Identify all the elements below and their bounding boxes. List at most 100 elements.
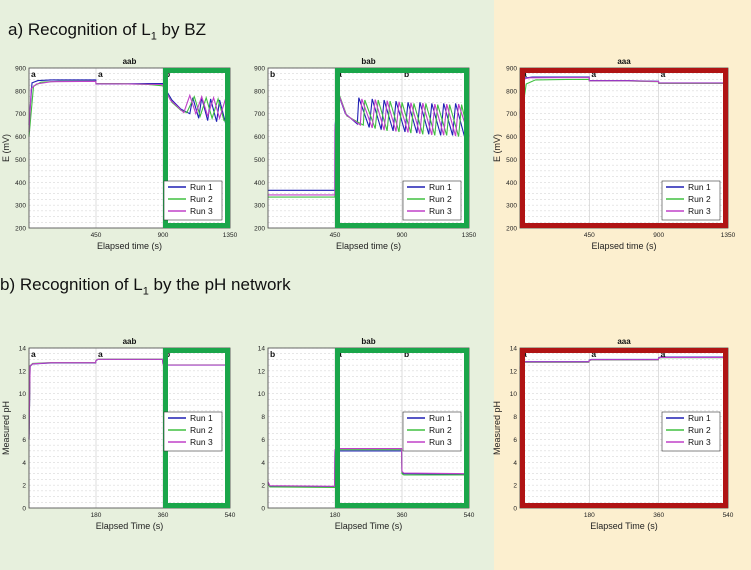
section-a-title-text: a) Recognition of L <box>8 20 151 39</box>
legend-entry: Run 1 <box>688 182 711 192</box>
legend-box <box>402 411 462 452</box>
x-tick-label: 540 <box>464 512 475 519</box>
y-tick-label: 700 <box>15 111 26 118</box>
x-tick-label: 1350 <box>721 232 736 239</box>
x-tick-label: 180 <box>584 512 595 519</box>
phase-label: b <box>404 349 409 359</box>
x-tick-label: 900 <box>397 232 408 239</box>
y-tick-label: 200 <box>15 226 26 233</box>
y-tick-label: 900 <box>15 66 26 73</box>
section-b-title-text: b) Recognition of L <box>0 275 143 294</box>
x-tick-label: 450 <box>330 232 341 239</box>
y-tick-label: 4 <box>22 460 26 467</box>
legend-entry: Run 2 <box>190 194 213 204</box>
x-tick-label: 180 <box>91 512 102 519</box>
x-tick-label: 360 <box>397 512 408 519</box>
x-tick-label: 900 <box>158 232 169 239</box>
y-tick-label: 10 <box>510 391 518 398</box>
y-tick-label: 300 <box>254 203 265 210</box>
y-tick-label: 700 <box>506 111 517 118</box>
y-tick-label: 800 <box>15 88 26 95</box>
x-tick-label: 450 <box>91 232 102 239</box>
x-tick-label: 360 <box>653 512 664 519</box>
chart-ph-aab: 0 2 4 6 8 10 12 14 180 360 540 aab Elapsed Time (s) M… <box>1 337 236 531</box>
highlight-frame <box>520 68 728 228</box>
section-a-title: a) Recognition of L1 by BZ <box>8 20 206 42</box>
legend-entry: Run 3 <box>429 206 452 216</box>
y-axis-label: E (mV) <box>492 134 502 162</box>
phase-label: a <box>591 349 596 359</box>
y-tick-label: 200 <box>254 226 265 233</box>
y-tick-label: 8 <box>513 414 517 421</box>
y-axis-label: Measured pH <box>1 401 11 455</box>
phase-label: a <box>661 349 666 359</box>
y-tick-label: 12 <box>258 368 266 375</box>
y-tick-label: 500 <box>15 157 26 164</box>
legend-entry: Run 3 <box>688 437 711 447</box>
y-tick-label: 300 <box>506 203 517 210</box>
chart-title: aaa <box>617 57 631 66</box>
legend-entry: Run 2 <box>688 194 711 204</box>
y-tick-label: 900 <box>254 66 265 73</box>
phase-label: a <box>98 69 103 79</box>
phase-label: b <box>270 69 275 79</box>
x-tick-label: 1350 <box>462 232 477 239</box>
x-tick-label: 450 <box>584 232 595 239</box>
x-axis-label: Elapsed Time (s) <box>96 521 164 531</box>
legend: Run 1 Run 2 Run 3 <box>402 411 462 452</box>
chart-title: bab <box>361 57 375 66</box>
chart-title: aab <box>123 337 137 346</box>
y-tick-label: 600 <box>15 134 26 141</box>
series-line-run-1 <box>28 79 231 126</box>
legend-entry: Run 1 <box>190 413 213 423</box>
y-tick-label: 10 <box>258 391 266 398</box>
y-tick-label: 0 <box>22 506 26 513</box>
y-tick-label: 2 <box>513 483 517 490</box>
phase-label: a <box>31 349 36 359</box>
y-tick-label: 400 <box>15 180 26 187</box>
legend: Run 1 Run 2 Run 3 <box>661 180 721 221</box>
chart-title: aab <box>123 57 137 66</box>
phase-label: a <box>31 69 36 79</box>
y-tick-label: 300 <box>15 203 26 210</box>
legend-entry: Run 1 <box>190 182 213 192</box>
chart-bz-bab: 200 300 400 500 600 700 800 900 450 900 1350 bab Ela… <box>254 57 476 251</box>
y-tick-label: 800 <box>254 88 265 95</box>
y-tick-label: 200 <box>506 226 517 233</box>
y-tick-label: 0 <box>261 506 265 513</box>
series-line-run-3 <box>268 94 470 196</box>
y-tick-label: 700 <box>254 111 265 118</box>
y-tick-label: 12 <box>510 368 518 375</box>
x-axis-label: Elapsed Time (s) <box>590 521 658 531</box>
y-tick-label: 14 <box>510 346 518 353</box>
chart-ph-aaa: 0 2 4 6 8 10 12 14 180 360 540 aaa Elapsed Time (s) M… <box>492 337 734 531</box>
highlight-frame <box>520 348 728 508</box>
y-tick-label: 500 <box>506 157 517 164</box>
chart-title: bab <box>361 337 375 346</box>
x-axis-label: Elapsed time (s) <box>97 241 162 251</box>
x-axis-label: Elapsed Time (s) <box>335 521 403 531</box>
y-tick-label: 12 <box>19 368 27 375</box>
chart-title: aaa <box>617 337 631 346</box>
y-tick-label: 8 <box>22 414 26 421</box>
y-tick-label: 600 <box>506 134 517 141</box>
phase-label: b <box>404 69 409 79</box>
legend: Run 1 Run 2 Run 3 <box>661 411 721 452</box>
x-tick-label: 540 <box>723 512 734 519</box>
y-tick-label: 6 <box>513 437 517 444</box>
y-tick-label: 400 <box>506 180 517 187</box>
y-tick-label: 900 <box>506 66 517 73</box>
legend-entry: Run 3 <box>429 437 452 447</box>
series-line-run-3 <box>519 77 728 119</box>
series-line-run-3 <box>28 80 231 133</box>
section-b-title-suffix: by the pH network <box>148 275 291 294</box>
y-tick-label: 2 <box>261 483 265 490</box>
x-axis-label: Elapsed time (s) <box>336 241 401 251</box>
legend: Run 1 Run 2 Run 3 <box>163 180 223 221</box>
y-axis-label: Measured pH <box>492 401 502 455</box>
phase-label: a <box>591 69 596 79</box>
y-tick-label: 4 <box>513 460 517 467</box>
legend: Run 1 Run 2 Run 3 <box>163 411 223 452</box>
y-tick-label: 800 <box>506 88 517 95</box>
y-tick-label: 0 <box>513 506 517 513</box>
